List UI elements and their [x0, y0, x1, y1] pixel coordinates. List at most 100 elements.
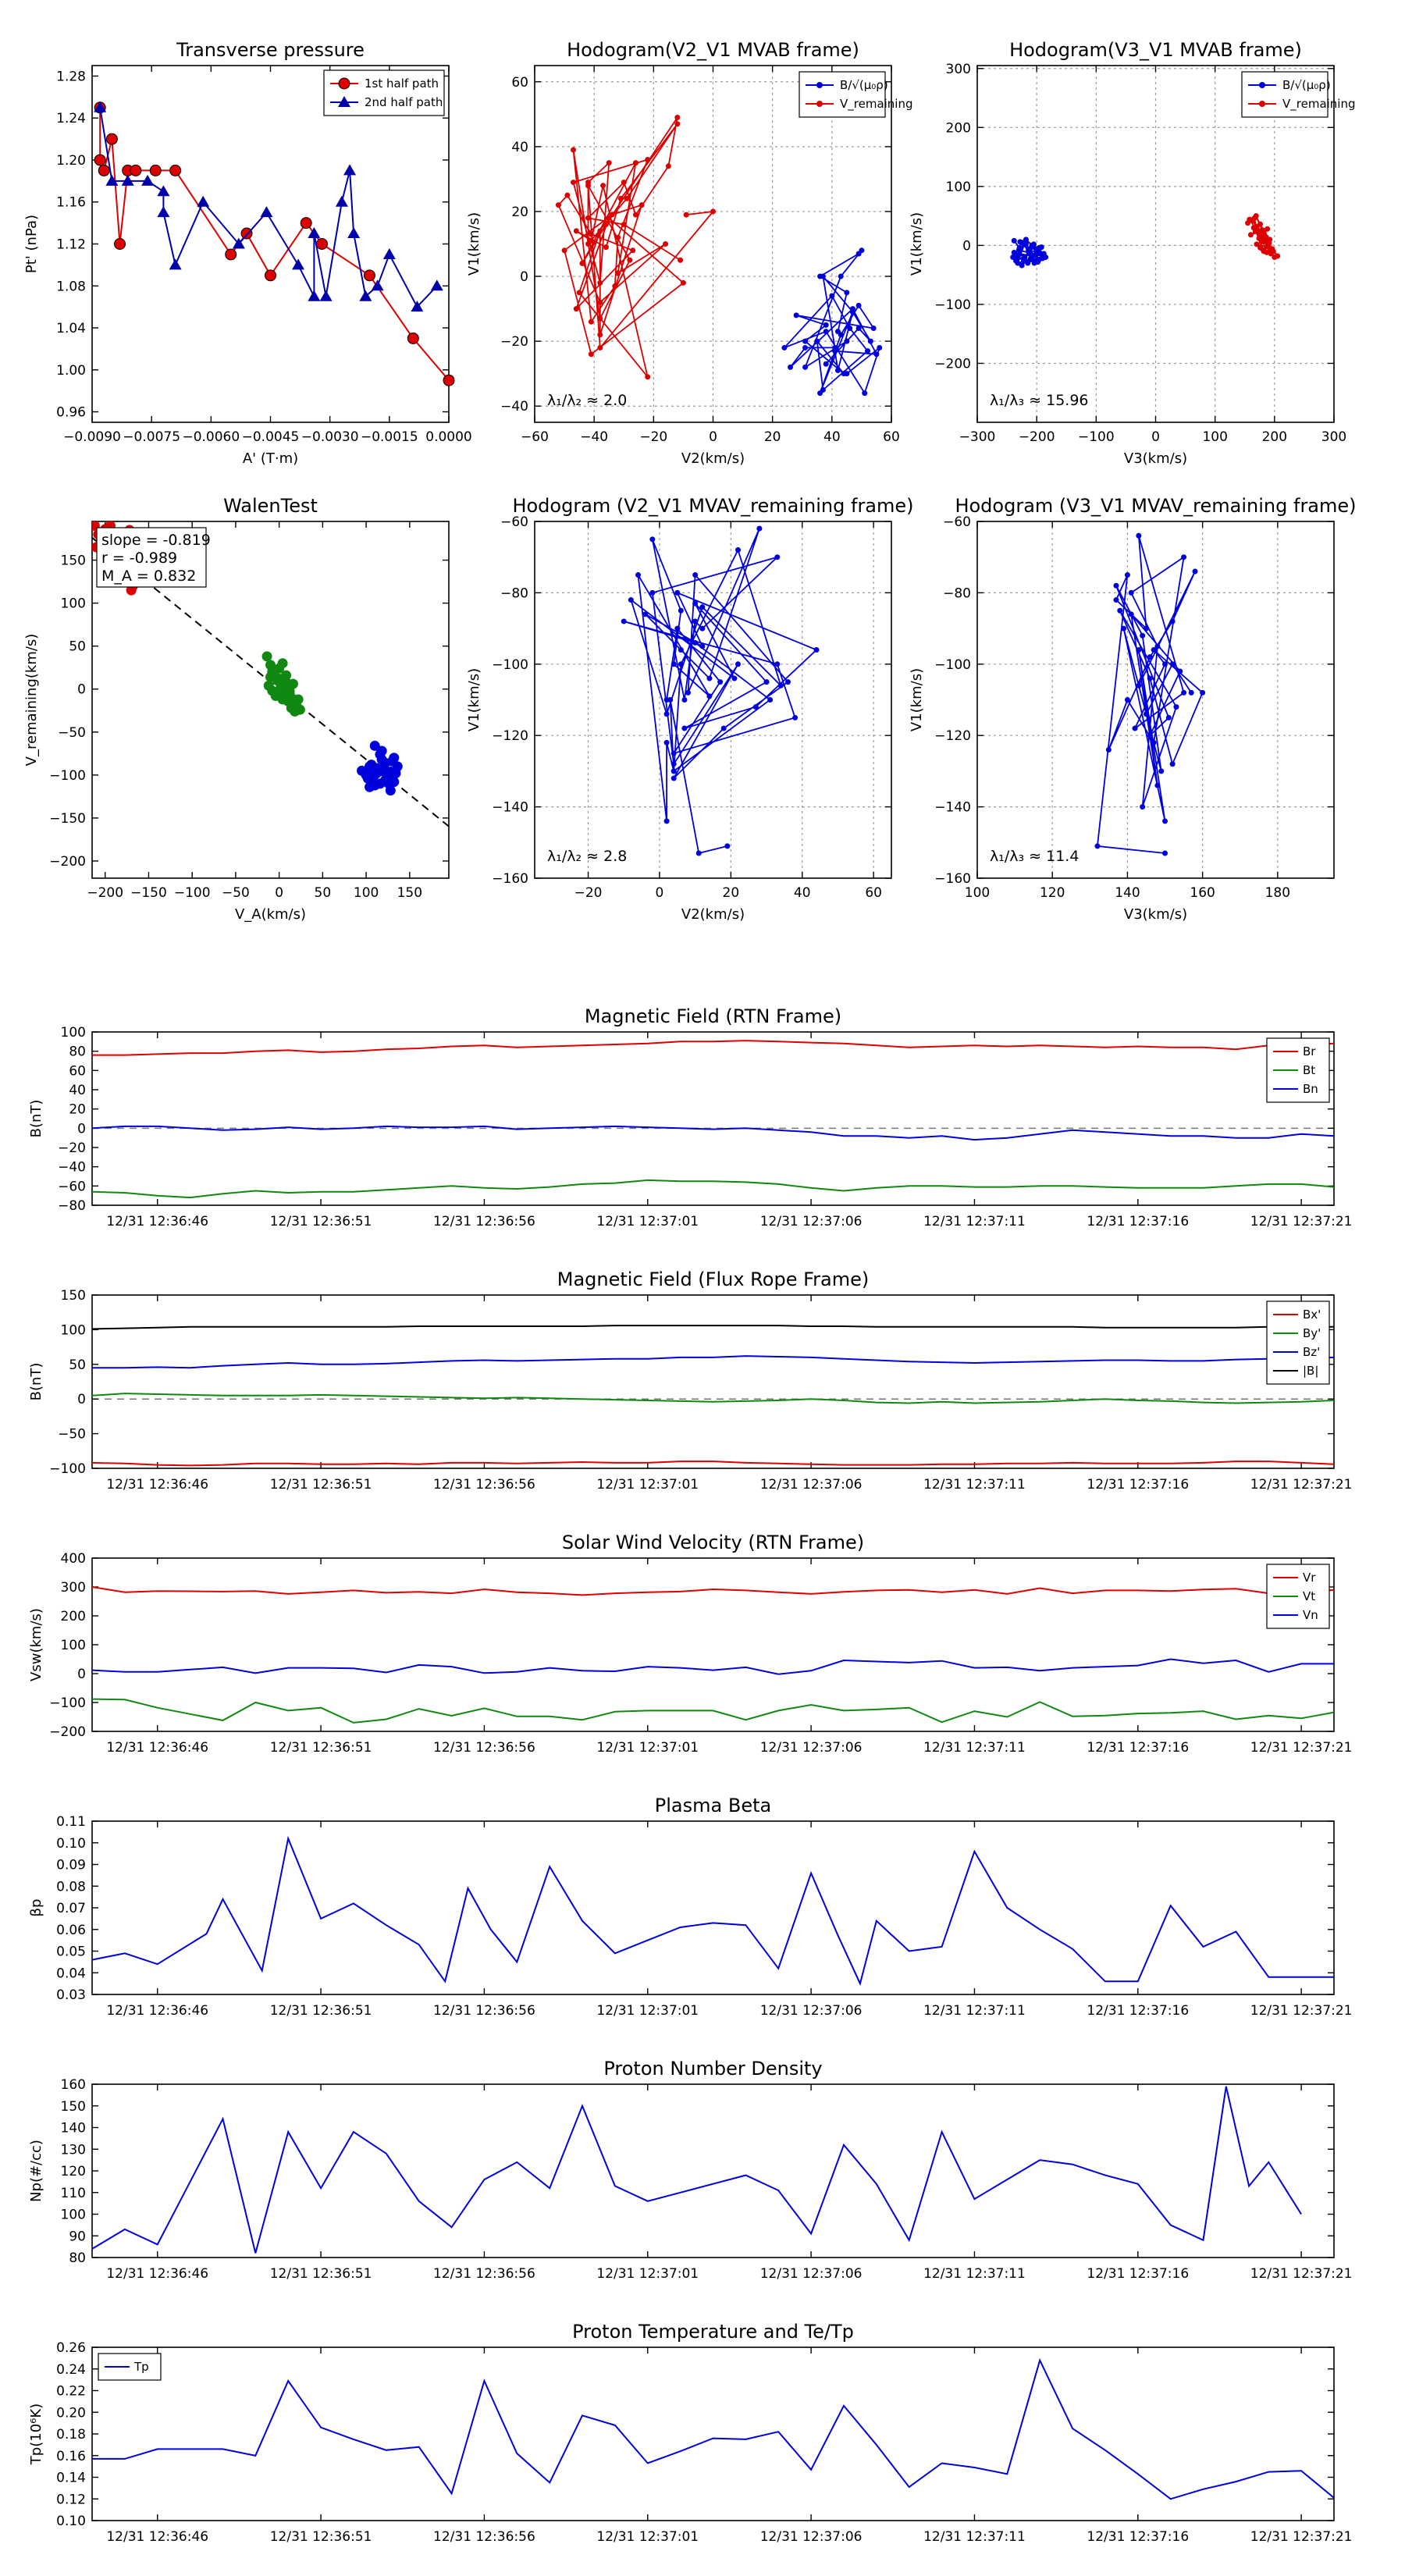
y-tick-label: 0.20: [56, 2405, 86, 2421]
x-tick-label: −150: [130, 885, 167, 901]
panel-beta: 0.03 0.04 0.05 0.06 0.07 0.08 0.09 0.10 0.11 12/3…: [28, 1795, 1353, 2019]
data-point: [663, 818, 670, 824]
data-point: [1254, 223, 1260, 229]
data-point: [774, 661, 781, 667]
data-point: [564, 192, 571, 198]
x-tick-label: −20: [574, 885, 603, 901]
data-point: [114, 238, 126, 250]
legend-label-2: Bn: [1303, 1082, 1318, 1096]
y-tick-label: 0.07: [56, 1901, 86, 1916]
chart-title: Transverse pressure: [176, 39, 365, 61]
data-point: [1154, 643, 1161, 649]
data-point: [411, 301, 424, 312]
y-tick-label: −40: [58, 1160, 86, 1176]
series-line-Br: [92, 1040, 1335, 1056]
data-point: [600, 183, 606, 189]
y-tick-label: 0.03: [56, 1987, 86, 2003]
data-point: [232, 237, 245, 249]
data-point: [681, 725, 688, 731]
y-axis-label: V1(km/s): [466, 212, 482, 276]
x-axis-label: V_A(km/s): [235, 906, 306, 923]
data-point: [1266, 240, 1272, 246]
data-point: [621, 222, 627, 228]
data-point: [382, 247, 396, 259]
chart-title: Magnetic Field (RTN Frame): [585, 1005, 841, 1027]
data-point: [695, 850, 702, 856]
series-line-|B|: [91, 1325, 1334, 1330]
legend-label-2: Bz': [1303, 1345, 1320, 1359]
plot-frame: [91, 1557, 1335, 1732]
data-point: [855, 302, 862, 308]
data-point: [579, 260, 585, 266]
x-tick-label: 180: [1265, 885, 1290, 901]
data-point: [692, 618, 699, 624]
data-point: [105, 133, 118, 145]
y-tick-label: 90: [69, 2229, 86, 2244]
y-tick-label: 0.14: [56, 2471, 86, 2486]
data-point: [870, 326, 877, 332]
x-tick-label: 12/31 12:37:06: [760, 2003, 863, 2019]
y-tick-label: 0.18: [56, 2427, 86, 2443]
x-tick-label: −40: [580, 429, 608, 445]
data-point: [699, 625, 706, 632]
series-line-Np: [91, 2086, 1302, 2254]
data-point: [617, 195, 624, 201]
panel-vsw: −200 −100 0 100 200 300 400 12/31 12:36:46 12/31…: [28, 1532, 1353, 1756]
y-tick-label: −40: [500, 399, 528, 415]
y-tick-label: −100: [492, 657, 528, 673]
x-tick-label: 12/31 12:36:46: [106, 2266, 208, 2282]
data-point: [685, 689, 692, 696]
x-axis-label: A' (T·m): [243, 450, 298, 467]
data-point: [1173, 704, 1179, 710]
x-tick-label: 12/31 12:37:16: [1087, 1477, 1189, 1493]
data-point: [1132, 725, 1138, 731]
x-axis-label: V3(km/s): [1124, 450, 1187, 467]
data-point: [823, 322, 829, 328]
x-tick-label: 140: [1115, 885, 1140, 901]
chart-title: Hodogram(V2_V1 MVAB frame): [567, 39, 859, 61]
data-point: [1011, 249, 1017, 255]
x-tick-label: 12/31 12:37:06: [760, 1214, 863, 1229]
data-point: [832, 348, 838, 354]
data-point: [1263, 234, 1269, 240]
eigenvalue-ratio-annotation: λ₁/λ₂ ≈ 2.8: [547, 848, 627, 865]
legend-box: [799, 71, 886, 118]
eigenvalue-ratio-annotation: λ₁/λ₂ ≈ 2.0: [547, 392, 627, 409]
data-point: [308, 227, 321, 239]
data-point: [855, 326, 862, 332]
panel-hodo2: −300 −200 −100 0 100 200 300 −200 −100 0 100 200 300…: [909, 39, 1356, 467]
data-point: [1154, 782, 1161, 788]
data-point: [292, 258, 305, 270]
data-point: [105, 174, 119, 186]
data-point: [585, 241, 592, 247]
legend-marker-0: [816, 82, 823, 88]
data-point: [670, 761, 677, 767]
y-tick-label: 0.10: [56, 2514, 86, 2529]
data-point: [720, 725, 727, 731]
y-tick-label: −150: [49, 811, 86, 827]
plot-frame: [91, 1031, 1335, 1206]
data-point: [823, 361, 829, 367]
y-tick-label: 120: [61, 2164, 86, 2179]
series-line-By': [91, 1393, 1335, 1404]
data-point: [281, 670, 292, 681]
data-point: [632, 160, 638, 166]
data-point: [1124, 697, 1130, 703]
data-point: [383, 778, 394, 789]
series-line-Bx': [91, 1461, 1335, 1467]
y-tick-label: 0.96: [56, 405, 86, 421]
data-point: [265, 671, 276, 682]
panel-hodo4: 100 120 140 160 180 −160 −140 −120 −100 −80 −60Hod…: [909, 495, 1357, 923]
x-tick-label: 160: [1190, 885, 1215, 901]
data-point: [376, 745, 387, 756]
series-line-beta: [91, 1835, 1334, 1987]
data-point: [699, 604, 706, 610]
data-point: [121, 174, 134, 186]
y-tick-label: 1.20: [56, 153, 86, 169]
y-tick-label: 80: [69, 1044, 86, 1060]
data-point: [630, 247, 636, 254]
data-point: [588, 318, 594, 325]
panel-walen: −200 −150 −100 −50 0 50 100 150 −200 −150 −100 −50 0…: [23, 495, 450, 923]
x-tick-label: −200: [87, 885, 123, 901]
data-point: [603, 222, 609, 228]
